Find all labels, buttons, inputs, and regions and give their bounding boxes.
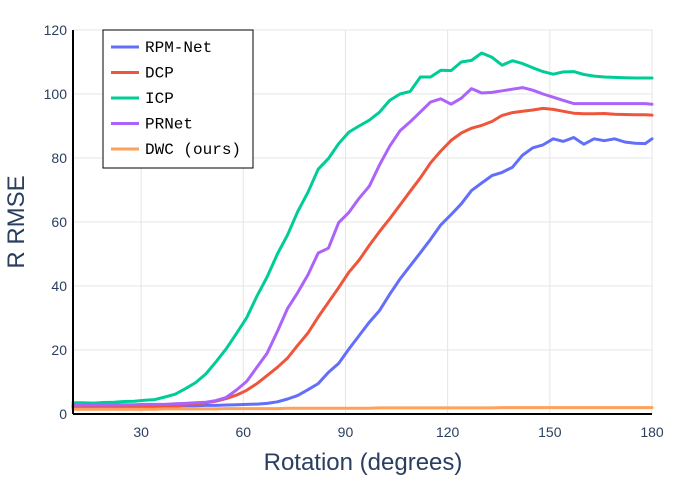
series-line xyxy=(71,106,654,409)
series-line xyxy=(71,86,654,407)
x-tick-label: 180 xyxy=(640,424,664,440)
legend: RPM-Net DCP ICP PRNet DWC (ours) xyxy=(102,29,254,169)
y-axis-title: R RMSE xyxy=(3,175,30,268)
y-tick-label: 20 xyxy=(51,342,67,358)
legend-label: RPM-Net xyxy=(145,39,212,57)
tick-labels: 30 60 90 120 150 180 0 20 40 60 80 100 120 xyxy=(44,22,664,440)
series-line xyxy=(71,136,654,408)
y-tick-label: 40 xyxy=(51,278,67,294)
x-axis-title: Rotation (degrees) xyxy=(264,449,463,476)
y-tick-label: 120 xyxy=(44,22,68,38)
series-layer xyxy=(71,51,654,411)
legend-label: PRNet xyxy=(145,116,193,134)
x-tick-label: 150 xyxy=(538,424,562,440)
x-tick-label: 90 xyxy=(338,424,354,440)
legend-label: DWC (ours) xyxy=(145,141,241,159)
series-line xyxy=(71,51,654,405)
series-line xyxy=(71,406,654,411)
x-tick-label: 60 xyxy=(236,424,252,440)
y-tick-label: 60 xyxy=(51,214,67,230)
x-tick-label: 30 xyxy=(133,424,149,440)
legend-label: DCP xyxy=(145,65,174,83)
axes xyxy=(72,30,652,415)
y-tick-label: 100 xyxy=(44,86,68,102)
y-tick-label: 0 xyxy=(59,406,67,422)
legend-label: ICP xyxy=(145,90,174,108)
y-tick-label: 80 xyxy=(51,150,67,166)
x-tick-label: 120 xyxy=(436,424,460,440)
